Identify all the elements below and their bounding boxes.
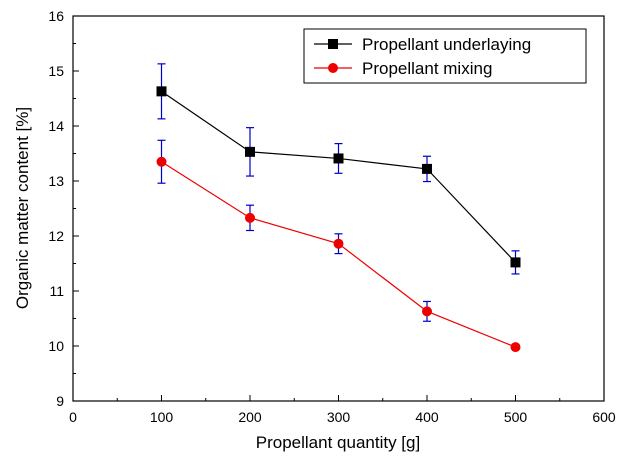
series-line-mixing	[161, 161, 516, 348]
series-layer	[156, 63, 521, 353]
series-underlaying	[156, 63, 521, 275]
series-mixing	[156, 139, 521, 353]
y-tick-label: 11	[49, 283, 64, 299]
legend-swatch-marker-mixing	[328, 63, 338, 73]
legend-label-underlaying: Propellant underlaying	[362, 35, 531, 54]
data-point-underlaying	[510, 257, 521, 268]
legend-swatch-marker-underlaying	[328, 39, 338, 49]
data-point-mixing	[156, 156, 167, 167]
x-tick-label: 500	[504, 409, 528, 425]
data-point-mixing	[333, 238, 344, 249]
data-point-mixing	[510, 342, 521, 353]
x-tick-label: 100	[150, 409, 174, 425]
x-axis-ticks: 0 100 200 300 400 500 600	[69, 395, 616, 425]
data-point-mixing	[245, 212, 255, 223]
legend-box	[303, 28, 587, 84]
legend-label-mixing: Propellant mixing	[362, 59, 492, 78]
y-tick-label: 13	[48, 173, 64, 189]
x-tick-label: 200	[238, 409, 262, 425]
legend: Propellant underlaying Propellant mixing	[303, 28, 587, 84]
x-tick-label: 600	[592, 409, 616, 425]
y-tick-label: 14	[48, 118, 64, 134]
x-tick-label: 0	[69, 409, 77, 425]
x-tick-label: 400	[415, 409, 439, 425]
x-axis-label: Propellant quantity [g]	[256, 433, 420, 452]
y-axis-label: Organic matter content [%]	[13, 107, 32, 309]
y-tick-label: 10	[48, 338, 64, 354]
y-tick-label: 12	[48, 228, 64, 244]
data-point-mixing	[422, 306, 432, 317]
y-tick-label: 9	[56, 393, 64, 409]
data-point-underlaying	[156, 86, 167, 97]
y-tick-label: 15	[48, 63, 64, 79]
data-point-underlaying	[422, 163, 432, 174]
data-point-underlaying	[333, 153, 344, 164]
y-tick-label: 16	[48, 8, 64, 24]
x-tick-label: 300	[327, 409, 351, 425]
y-axis-ticks: 9 10 11 12 13 14 15 16	[48, 8, 79, 409]
data-point-underlaying	[245, 146, 255, 157]
